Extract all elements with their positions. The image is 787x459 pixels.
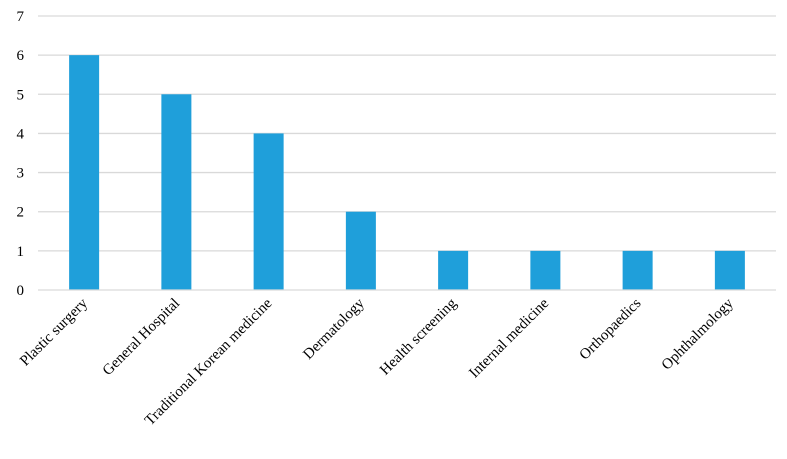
bar-dermatology [345, 211, 376, 290]
x-tick-label: Orthopaedics [577, 295, 645, 363]
gridlines [38, 15, 776, 252]
y-axis-ticks: 0 1 2 3 4 5 6 7 [17, 9, 25, 299]
bar-internal-medicine [530, 250, 561, 290]
bars [69, 55, 745, 291]
x-axis-labels: Plastic surgery General HospitalTradition… [17, 295, 737, 429]
bar-traditional-korean-medicine [253, 133, 284, 290]
bar-general-hospital [161, 94, 192, 291]
y-tick-label: 2 [17, 205, 25, 221]
y-tick-label: 4 [17, 126, 25, 142]
x-tick-label: Health screening [377, 295, 460, 378]
x-tick-label: General Hospital [100, 296, 183, 379]
bar-plastic-surgery [69, 55, 100, 291]
x-tick-label: Plastic surgery [17, 295, 91, 369]
bar-ophthalmology [714, 250, 745, 290]
y-tick-label: 5 [17, 87, 25, 103]
y-tick-label: 1 [17, 244, 25, 260]
y-tick-label: 0 [17, 283, 25, 299]
bar-orthopaedics [622, 250, 653, 290]
y-tick-label: 7 [17, 9, 25, 25]
x-tick-label: Ophthalmology [659, 295, 737, 373]
bar-health-screening [438, 250, 469, 290]
y-tick-label: 3 [17, 166, 25, 182]
x-tick-label: Dermatology [300, 295, 368, 363]
x-tick-label: Internal medicine [466, 295, 552, 381]
y-tick-label: 6 [17, 48, 25, 64]
